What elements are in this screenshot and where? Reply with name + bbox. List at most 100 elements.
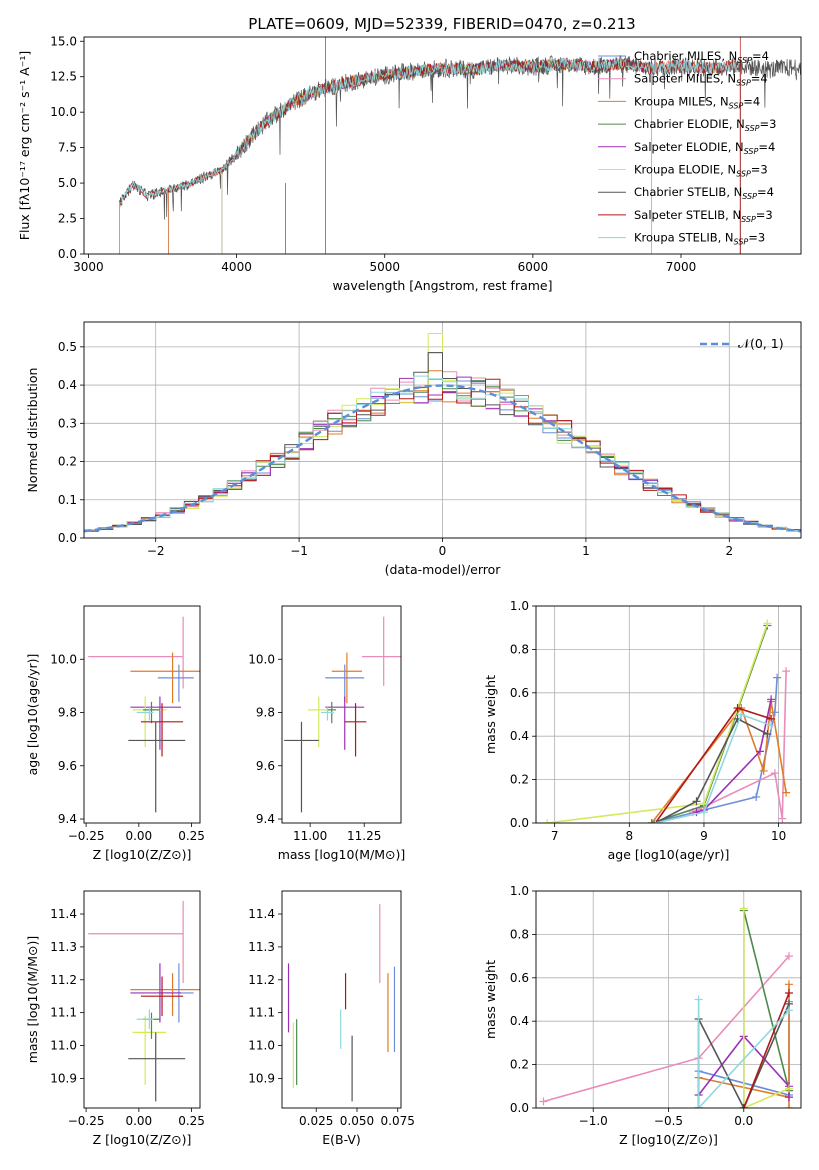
legend-label: Salpeter ELODIE, NSSP=4 — [634, 140, 775, 156]
panel-massweight_vs_Z: −1.0 −0.5 0.0 0.0 0.2 0.4 0.6 0.8 1.0 Z [log10(Z/… — [483, 884, 802, 1147]
y-axis-label: Flux [fλ10⁻¹⁷ erg cm⁻² s⁻¹ A⁻¹] — [17, 51, 32, 240]
legend-label: Chabrier MILES, NSSP=4 — [634, 49, 769, 65]
x-tick-label: 7 — [551, 829, 559, 843]
mass-weight-marker — [539, 1097, 548, 1106]
y-tick-label: 0.0 — [510, 816, 529, 830]
y-tick-label: 11.0 — [50, 1039, 77, 1053]
plot-area — [539, 904, 793, 1108]
x-tick-label: 2 — [725, 544, 733, 558]
error-bar-point — [140, 976, 184, 1016]
y-tick-label: 10.9 — [248, 1071, 275, 1085]
error-bar-point — [136, 1009, 154, 1030]
mass-weight-marker — [782, 667, 791, 676]
x-tick-label: 0.050 — [340, 1114, 374, 1128]
x-tick-label: 8 — [625, 829, 633, 843]
y-tick-label: 5.0 — [58, 176, 77, 190]
axes-frame — [535, 605, 802, 824]
spectrum-line — [168, 58, 741, 254]
spectrum-line — [119, 58, 741, 254]
mass-weight-marker — [784, 988, 793, 997]
y-tick-label: 9.6 — [58, 759, 77, 773]
error-bar-point — [128, 721, 186, 813]
y-tick-label: 15.0 — [50, 34, 77, 48]
mass-weight-marker — [647, 819, 656, 823]
x-tick-label: 9 — [700, 829, 708, 843]
ticks: 0.025 0.050 0.075 10.9 11.0 11.1 11.2 11.3 11.4 — [248, 907, 415, 1128]
x-axis-label: E(B-V) — [322, 1132, 361, 1147]
ticks: 3000 4000 5000 6000 7000 0.0 2.5 5.0 7.5 10.0 12.5… — [50, 34, 696, 274]
mass-weight-line — [651, 625, 769, 823]
y-tick-label: 9.8 — [58, 706, 77, 720]
error-bar-point — [140, 703, 184, 757]
spectrum-line — [221, 58, 652, 254]
x-tick-label: 6000 — [518, 260, 549, 274]
mass-weight-marker — [733, 703, 742, 712]
x-axis-label: Z [log10(Z/Z⊙)] — [619, 1132, 718, 1147]
legend-label: 𝒩(0, 1) — [738, 336, 784, 351]
x-tick-label: −2 — [147, 544, 165, 558]
x-tick-label: −1.0 — [579, 1114, 608, 1128]
y-tick-label: 0.8 — [510, 642, 529, 656]
mass-weight-marker — [739, 1104, 748, 1108]
error-bar-point — [136, 707, 154, 721]
panel-residuals: −2 −1 0 1 2 0.0 0.1 0.2 0.3 0.4 0.5 (data-model)/er… — [25, 321, 802, 577]
x-axis-label: Z [log10(Z/Z⊙)] — [93, 847, 192, 862]
x-axis-label: wavelength [Angstrom, rest frame] — [332, 278, 552, 293]
y-tick-label: 11.0 — [248, 1039, 275, 1053]
mass-weight-marker — [763, 730, 772, 739]
mass-weight-marker — [543, 819, 552, 823]
plot-area — [543, 619, 791, 823]
y-tick-label: 0.0 — [510, 1101, 529, 1115]
figure-title: PLATE=0609, MJD=52339, FIBERID=0470, z=0… — [248, 15, 635, 33]
mass-weight-marker — [737, 710, 746, 719]
legend-label: Kroupa MILES, NSSP=4 — [634, 94, 760, 110]
spectrum-line — [221, 58, 652, 254]
y-tick-label: 11.1 — [248, 1006, 275, 1020]
y-tick-label: 0.6 — [510, 971, 529, 985]
panel-massweight_vs_age: 7 8 9 10 0.0 0.2 0.4 0.6 0.8 1.0 age [log10(age/yr… — [483, 599, 802, 862]
error-bar-point — [344, 703, 367, 757]
spectrum-line — [168, 58, 741, 254]
mass-weight-marker — [763, 619, 772, 628]
error-bar-point — [284, 721, 319, 813]
error-bar-point — [325, 696, 365, 750]
error-bar-point — [88, 616, 184, 689]
y-tick-label: 0.0 — [58, 531, 77, 545]
mass-weight-marker — [651, 819, 660, 823]
legend: Chabrier MILES, NSSP=4 Salpeter MILES, NS… — [598, 49, 776, 247]
y-tick-label: 10.0 — [248, 652, 275, 666]
mass-weight-marker — [739, 904, 748, 913]
mass-weight-line — [655, 713, 772, 823]
y-tick-label: 0.8 — [510, 927, 529, 941]
mass-weight-marker — [692, 797, 701, 806]
y-tick-label: 0.3 — [58, 416, 77, 430]
error-bar-point — [362, 616, 401, 686]
mass-weight-marker — [784, 1006, 793, 1015]
mass-weight-marker — [784, 1104, 793, 1108]
y-tick-label: 0.2 — [510, 773, 529, 787]
plot-area — [88, 616, 200, 813]
spectrum-line — [168, 57, 741, 254]
x-tick-label: 7000 — [666, 260, 697, 274]
error-bar-point — [307, 696, 330, 748]
legend-label: Kroupa STELIB, NSSP=3 — [634, 231, 765, 247]
error-bar-point — [132, 1015, 167, 1085]
legend: 𝒩(0, 1) — [700, 336, 784, 351]
x-tick-label: −0.5 — [654, 1114, 683, 1128]
y-tick-label: 0.4 — [510, 1014, 529, 1028]
y-axis-label: age [log10(age/yr)] — [25, 654, 40, 776]
x-tick-label: 3000 — [73, 260, 104, 274]
y-tick-label: 0.0 — [58, 247, 77, 261]
axes-frame — [281, 605, 402, 824]
y-tick-label: 10.0 — [50, 652, 77, 666]
panel-mass_vs_ebv: 0.025 0.050 0.075 10.9 11.0 11.1 11.2 11.3 11.4 E… — [248, 890, 415, 1147]
mass-weight-marker — [784, 952, 793, 961]
mass-weight-marker — [778, 814, 787, 823]
panel-spectrum: 3000 4000 5000 6000 7000 0.0 2.5 5.0 7.5 10.0 12.5… — [17, 34, 802, 293]
y-tick-label: 9.8 — [256, 706, 275, 720]
x-tick-label: 5000 — [369, 260, 400, 274]
error-bar-point — [130, 963, 182, 1023]
y-tick-label: 10.9 — [50, 1071, 77, 1085]
x-tick-label: 0 — [439, 544, 447, 558]
